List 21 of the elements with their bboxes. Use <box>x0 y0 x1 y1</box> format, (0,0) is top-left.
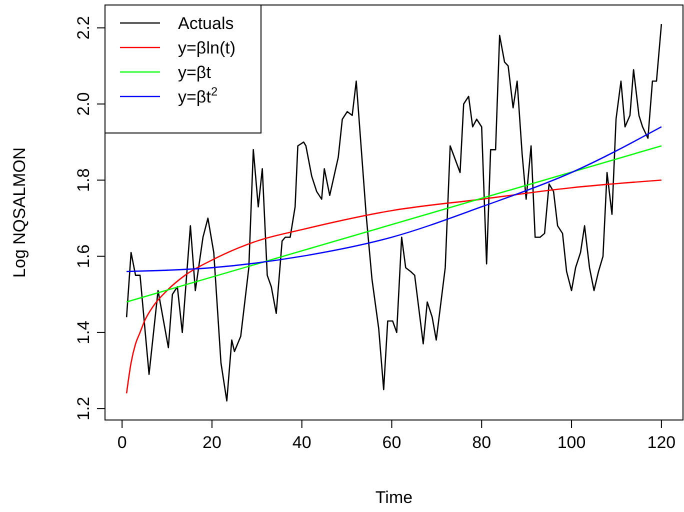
y-tick-label: 2.2 <box>74 16 93 40</box>
line-series <box>126 126 662 272</box>
y-tick-label: 1.2 <box>74 396 93 420</box>
line-series <box>126 179 662 394</box>
x-axis-title: Time <box>375 488 413 507</box>
x-tick-label: 40 <box>292 433 312 452</box>
legend-label: Actuals <box>178 14 234 33</box>
x-tick-label: 80 <box>472 433 492 452</box>
x-tick-label: 120 <box>647 433 676 452</box>
x-tick-label: 0 <box>117 433 127 452</box>
legend-label: y=βln(t) <box>178 38 236 58</box>
legend-label: y=βt$^{2}$ <box>178 84 218 106</box>
y-tick-label: 1.4 <box>74 320 93 344</box>
x-tick-label: 100 <box>557 433 586 452</box>
x-tick-label: 60 <box>382 433 402 452</box>
legend-label: y=βt <box>178 63 212 82</box>
x-tick-label: 20 <box>202 433 222 452</box>
y-tick-label: 1.6 <box>74 244 93 268</box>
y-tick-label: 2.0 <box>74 92 93 116</box>
y-axis-title: Log NQSALMON <box>10 147 29 278</box>
y-tick-label: 1.8 <box>74 168 93 192</box>
